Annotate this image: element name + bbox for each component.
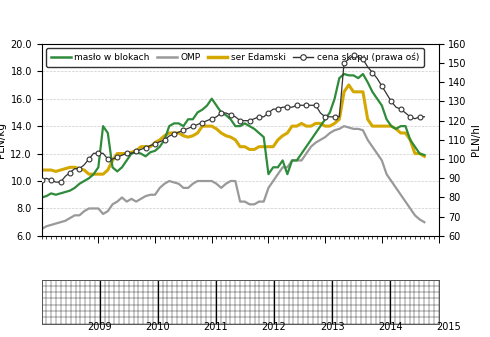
Text: 2012: 2012	[262, 322, 286, 332]
Text: 2009: 2009	[87, 322, 112, 332]
Text: 2010: 2010	[146, 322, 170, 332]
Y-axis label: PLN/hl: PLN/hl	[471, 123, 481, 156]
Text: 2014: 2014	[378, 322, 402, 332]
Text: 2011: 2011	[203, 322, 228, 332]
Text: 2015: 2015	[436, 322, 461, 332]
Y-axis label: PLN/kg: PLN/kg	[0, 122, 6, 158]
Text: 2013: 2013	[320, 322, 344, 332]
Legend: masło w blokach, OMP, ser Edamski, cena skupu (prawa oś): masło w blokach, OMP, ser Edamski, cena …	[46, 48, 424, 67]
